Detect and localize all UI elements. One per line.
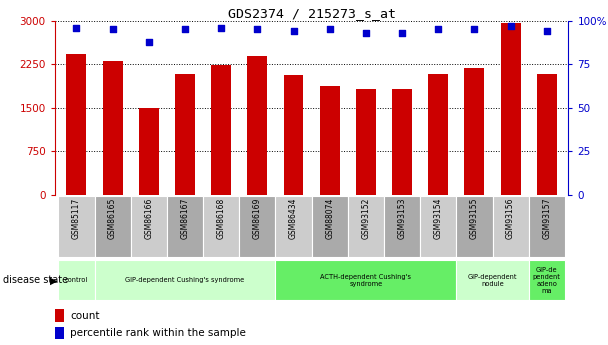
- Bar: [392, 89, 412, 195]
- Point: [506, 23, 516, 29]
- Bar: [428, 74, 448, 195]
- Bar: [320, 86, 340, 195]
- Text: GIP-dependent Cushing's syndrome: GIP-dependent Cushing's syndrome: [125, 277, 244, 283]
- Bar: [465, 68, 485, 195]
- Bar: [311, 196, 348, 257]
- Bar: [348, 196, 384, 257]
- Text: GSM86434: GSM86434: [289, 197, 298, 239]
- Bar: [175, 74, 195, 195]
- Bar: [283, 75, 303, 195]
- Point: [434, 27, 443, 32]
- Text: GSM86165: GSM86165: [108, 197, 117, 239]
- Bar: [492, 196, 529, 257]
- Text: GSM93153: GSM93153: [398, 197, 407, 239]
- Text: GSM93155: GSM93155: [470, 197, 479, 239]
- Bar: [94, 260, 275, 300]
- Text: count: count: [70, 311, 100, 321]
- Text: GSM86169: GSM86169: [253, 197, 262, 239]
- Bar: [58, 260, 94, 300]
- Bar: [239, 196, 275, 257]
- Bar: [247, 56, 268, 195]
- Bar: [131, 196, 167, 257]
- Text: control: control: [65, 277, 88, 283]
- Text: disease state: disease state: [3, 275, 68, 285]
- Text: GSM85117: GSM85117: [72, 197, 81, 239]
- Bar: [55, 309, 64, 322]
- Bar: [58, 196, 94, 257]
- Bar: [139, 108, 159, 195]
- Point: [180, 27, 190, 32]
- Bar: [66, 54, 86, 195]
- Bar: [384, 196, 420, 257]
- Point: [252, 27, 262, 32]
- Text: GSM86167: GSM86167: [181, 197, 190, 239]
- Point: [108, 27, 117, 32]
- Text: GSM86168: GSM86168: [216, 197, 226, 239]
- Bar: [55, 327, 64, 339]
- Text: GSM93152: GSM93152: [361, 197, 370, 239]
- Bar: [275, 196, 311, 257]
- Bar: [537, 74, 557, 195]
- Bar: [103, 61, 123, 195]
- Text: ACTH-dependent Cushing's
syndrome: ACTH-dependent Cushing's syndrome: [320, 274, 412, 287]
- Point: [289, 28, 299, 34]
- Bar: [529, 196, 565, 257]
- Bar: [275, 260, 457, 300]
- Bar: [211, 66, 231, 195]
- Point: [397, 30, 407, 36]
- Bar: [167, 196, 203, 257]
- Bar: [457, 260, 529, 300]
- Bar: [203, 196, 239, 257]
- Point: [72, 25, 81, 30]
- Point: [542, 28, 551, 34]
- Text: GSM93156: GSM93156: [506, 197, 515, 239]
- Bar: [356, 89, 376, 195]
- Text: GSM93157: GSM93157: [542, 197, 551, 239]
- Bar: [94, 196, 131, 257]
- Title: GDS2374 / 215273_s_at: GDS2374 / 215273_s_at: [227, 7, 396, 20]
- Bar: [529, 260, 565, 300]
- Text: GSM86166: GSM86166: [144, 197, 153, 239]
- Text: ▶: ▶: [50, 275, 58, 285]
- Point: [325, 27, 334, 32]
- Point: [469, 27, 479, 32]
- Bar: [420, 196, 457, 257]
- Text: GSM88074: GSM88074: [325, 197, 334, 239]
- Text: percentile rank within the sample: percentile rank within the sample: [70, 328, 246, 338]
- Text: GIP-dependent
nodule: GIP-dependent nodule: [468, 274, 517, 287]
- Text: GIP-de
pendent
adeno
ma: GIP-de pendent adeno ma: [533, 267, 561, 294]
- Bar: [457, 196, 492, 257]
- Bar: [500, 23, 520, 195]
- Text: GSM93154: GSM93154: [434, 197, 443, 239]
- Point: [144, 39, 154, 45]
- Point: [216, 25, 226, 30]
- Point: [361, 30, 371, 36]
